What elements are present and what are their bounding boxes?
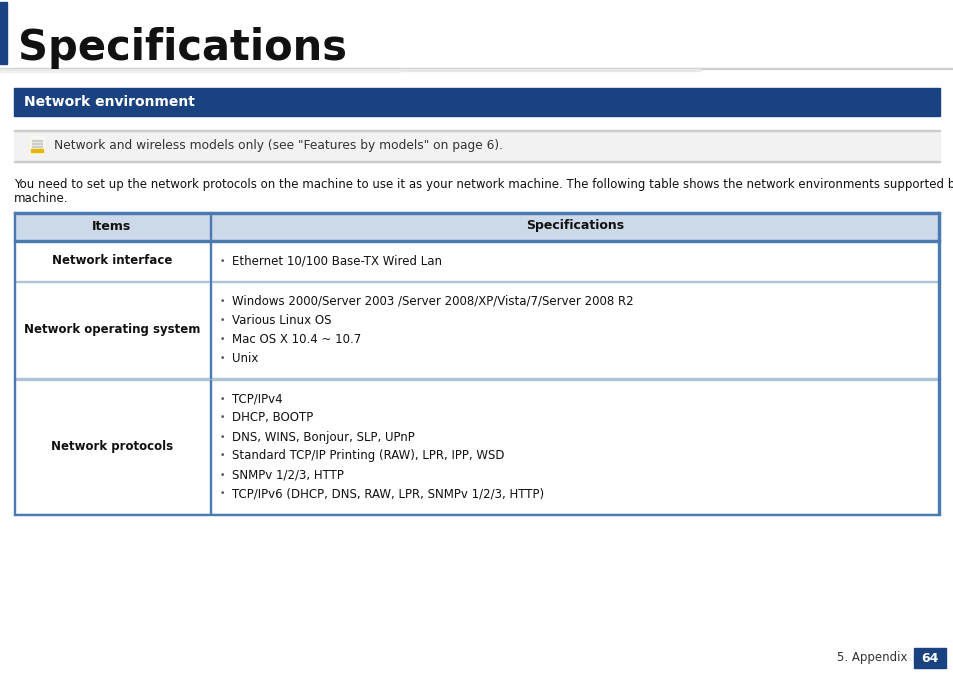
Bar (14, 514, 939, 515)
Bar (14, 212, 15, 515)
Bar (938, 212, 939, 515)
Bar (32, 143, 42, 144)
Bar (14, 88, 939, 116)
Text: Ethernet 10/100 Base-TX Wired Lan: Ethernet 10/100 Base-TX Wired Lan (232, 254, 441, 267)
Bar (14, 212, 939, 214)
Text: Unix: Unix (232, 352, 258, 365)
Text: TCP/IPv6 (DHCP, DNS, RAW, LPR, SNMPv 1/2/3, HTTP): TCP/IPv6 (DHCP, DNS, RAW, LPR, SNMPv 1/2… (232, 487, 543, 500)
Bar (210, 282, 212, 378)
Bar (14, 242, 939, 281)
Text: DNS, WINS, Bonjour, SLP, UPnP: DNS, WINS, Bonjour, SLP, UPnP (232, 431, 415, 443)
Bar (14, 378, 939, 379)
Text: Various Linux OS: Various Linux OS (232, 314, 331, 327)
Text: •: • (219, 452, 225, 460)
Text: Windows 2000/Server 2003 /Server 2008/XP/Vista/7/Server 2008 R2: Windows 2000/Server 2003 /Server 2008/XP… (232, 295, 633, 308)
Bar (0, 68, 953, 69)
Bar (210, 212, 212, 240)
Text: TCP/IPv4: TCP/IPv4 (232, 392, 282, 406)
Bar (30, 149, 43, 152)
Text: •: • (219, 414, 225, 423)
Text: Network operating system: Network operating system (24, 323, 200, 337)
Bar (14, 161, 939, 162)
Text: 64: 64 (921, 651, 938, 664)
Text: SNMPv 1/2/3, HTTP: SNMPv 1/2/3, HTTP (232, 468, 343, 481)
Bar (210, 242, 212, 281)
Text: •: • (219, 335, 225, 344)
Text: machine.: machine. (14, 192, 69, 205)
Text: •: • (219, 316, 225, 325)
Text: Network protocols: Network protocols (51, 440, 172, 453)
Text: 5. Appendix: 5. Appendix (837, 651, 907, 664)
Bar (14, 281, 939, 282)
Bar (210, 379, 212, 514)
Text: DHCP, BOOTP: DHCP, BOOTP (232, 412, 313, 425)
Bar (32, 140, 42, 141)
Bar (14, 282, 939, 378)
Text: Network interface: Network interface (51, 254, 172, 267)
Bar (913, 648, 945, 668)
Bar (0, 71, 399, 72)
Bar (14, 240, 939, 242)
Text: •: • (219, 354, 225, 363)
Bar (14, 212, 939, 240)
Text: Standard TCP/IP Printing (RAW), LPR, IPP, WSD: Standard TCP/IP Printing (RAW), LPR, IPP… (232, 450, 504, 462)
Text: Network and wireless models only (see "Features by models" on page 6).: Network and wireless models only (see "F… (54, 140, 502, 153)
Bar (32, 146, 42, 147)
Text: •: • (219, 256, 225, 265)
Text: •: • (219, 489, 225, 499)
Bar (14, 379, 939, 514)
Text: Specifications: Specifications (18, 27, 347, 69)
Text: •: • (219, 297, 225, 306)
Bar (0, 2, 7, 64)
Text: Mac OS X 10.4 ~ 10.7: Mac OS X 10.4 ~ 10.7 (232, 333, 361, 346)
Text: •: • (219, 394, 225, 404)
Text: •: • (219, 470, 225, 479)
Text: You need to set up the network protocols on the machine to use it as your networ: You need to set up the network protocols… (14, 178, 953, 191)
Text: •: • (219, 433, 225, 441)
Text: Network environment: Network environment (24, 95, 194, 109)
Text: Items: Items (92, 219, 132, 232)
Bar (0, 69, 700, 71)
Bar (30, 136, 44, 154)
Text: Specifications: Specifications (525, 219, 623, 232)
Bar (14, 130, 939, 162)
Bar (14, 130, 939, 131)
